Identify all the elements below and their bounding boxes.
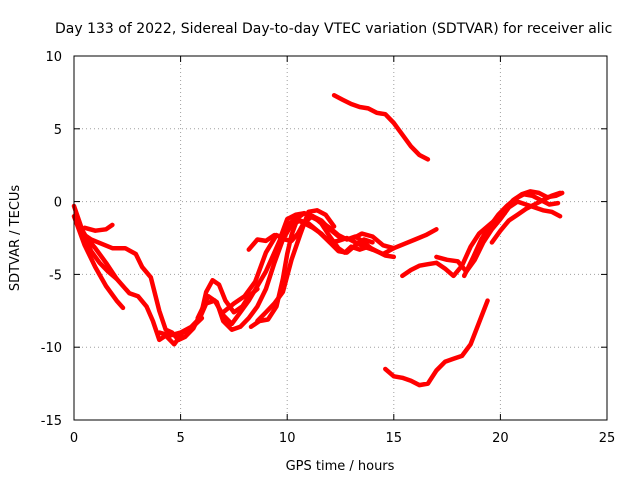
series-line-trace-18: [383, 298, 490, 388]
x-tick-label: 15: [386, 431, 403, 446]
series-line-trace-3: [76, 221, 205, 347]
series-line-trace-5: [82, 222, 115, 233]
y-tick-label: 0: [54, 196, 62, 211]
series-line-trace-17: [489, 190, 563, 245]
series-line-trace-4: [80, 231, 260, 343]
series-layer: [71, 93, 565, 388]
series-line-trace-12: [331, 93, 431, 162]
x-tick-label: 20: [492, 431, 509, 446]
x-tick-label: 25: [599, 431, 616, 446]
x-tick-label: 5: [176, 431, 184, 446]
series-line-trace-7: [195, 218, 439, 332]
y-tick-label: 10: [45, 50, 62, 65]
y-axis-label: SDTVAR / TECUs: [8, 185, 23, 292]
series-line-trace-11: [255, 208, 337, 324]
y-tick-labels: -15 -10 -5 0 5 10: [41, 50, 62, 429]
series-line-trace-13: [400, 210, 507, 279]
chart-title: Day 133 of 2022, Sidereal Day-to-day VTE…: [55, 21, 612, 37]
x-tick-labels: 0 5 10 15 20 25: [70, 431, 615, 446]
y-tick-label: -10: [41, 341, 62, 356]
y-tick-label: -5: [49, 268, 62, 283]
plot-frame: [73, 55, 608, 421]
series-line-trace-16: [476, 189, 565, 248]
y-tick-label: 5: [54, 123, 62, 138]
x-tick-label: 0: [70, 431, 78, 446]
series-line-trace-1: [71, 213, 126, 311]
x-axis-label: GPS time / hours: [286, 459, 395, 474]
x-tick-label: 10: [279, 431, 296, 446]
y-tick-label: -15: [41, 414, 62, 429]
